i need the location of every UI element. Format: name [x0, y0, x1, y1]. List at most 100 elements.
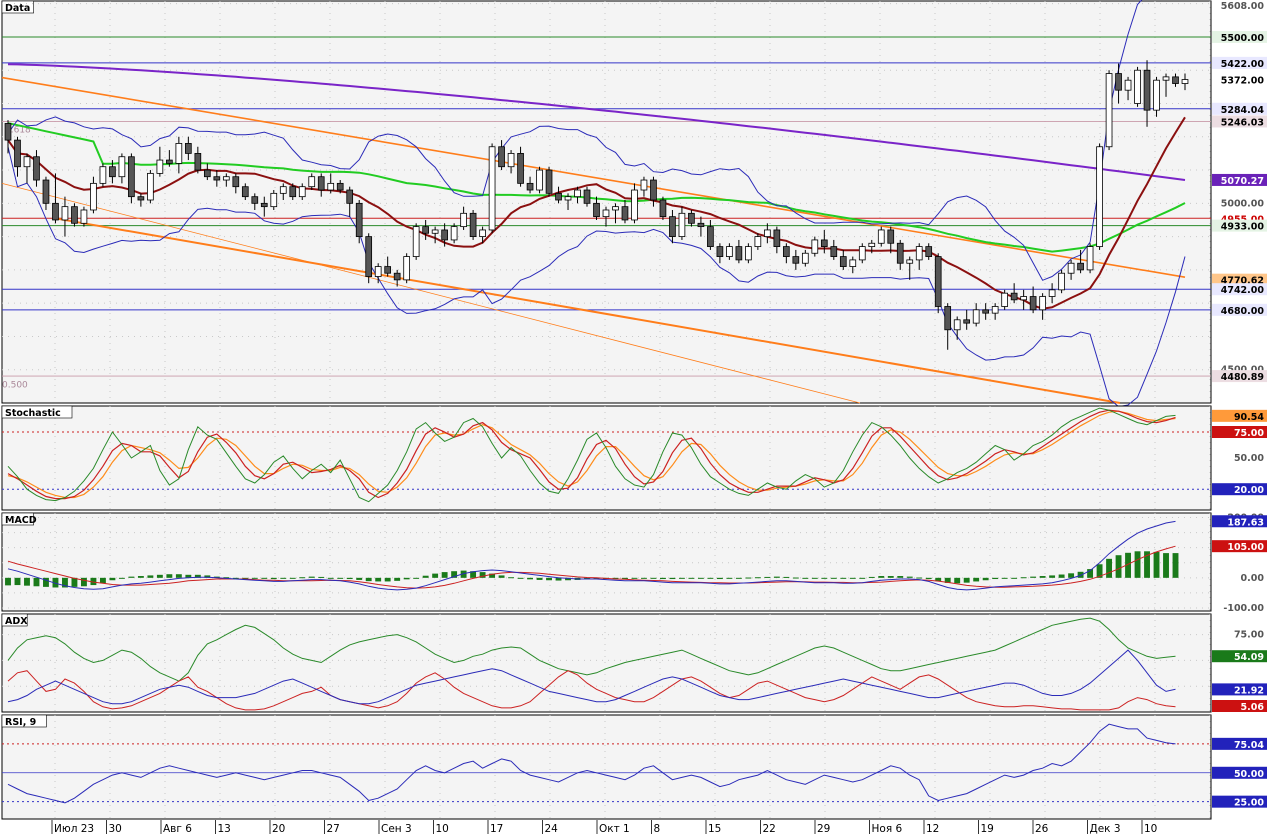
- trendline-lower: [54, 217, 1121, 404]
- candle: [479, 226, 486, 244]
- stoch-k-line: [7, 407, 1176, 503]
- candle: [1153, 76, 1160, 117]
- candle-body: [4, 123, 12, 141]
- candle-body: [90, 182, 97, 211]
- macd-hist-bar: [546, 577, 552, 581]
- macd-hist-bar: [232, 577, 239, 579]
- x-axis-tick-label: 17: [490, 823, 503, 834]
- candle-body: [460, 212, 467, 228]
- candle-body: [479, 229, 486, 238]
- candle-body: [23, 156, 31, 168]
- candle: [166, 150, 173, 167]
- adx-line: [7, 649, 1176, 705]
- macd-hist-bar: [185, 574, 192, 578]
- candle-body: [384, 266, 392, 274]
- candle: [422, 219, 429, 240]
- macd-axis-tick: -100.00: [1223, 603, 1264, 614]
- macd-hist-bar: [527, 577, 533, 580]
- macd-hist-bar: [935, 577, 942, 582]
- macd-hist-bar: [1163, 553, 1169, 578]
- adx-level-tag-bg: [1212, 683, 1267, 696]
- rsi-level-tag: 50.00: [1234, 769, 1264, 780]
- candle: [858, 243, 866, 264]
- candle: [839, 249, 847, 270]
- macd-hist-bar: [916, 577, 923, 579]
- macd-hist-bar: [783, 576, 790, 578]
- macd-hist-bar: [1115, 555, 1122, 578]
- macd-hist-bar: [166, 574, 173, 578]
- candle-body: [1181, 79, 1189, 84]
- candle: [517, 146, 524, 187]
- macd-hist-bar: [1153, 551, 1160, 578]
- candle: [33, 150, 40, 187]
- macd-hist-bar: [536, 577, 543, 580]
- candle: [1010, 283, 1018, 304]
- candle-body: [346, 189, 354, 204]
- candle: [71, 203, 78, 227]
- macd-hist-bar: [1011, 577, 1018, 579]
- macd-level-tag-bg: [1212, 515, 1267, 528]
- candle-body: [355, 202, 363, 238]
- candle-body: [109, 166, 116, 178]
- candle: [327, 173, 335, 194]
- candle-body: [441, 229, 448, 241]
- candle-body: [545, 169, 553, 194]
- price-level-tag: 4742.00: [1221, 285, 1265, 296]
- candle: [735, 239, 743, 264]
- candle: [185, 136, 192, 161]
- candle: [820, 229, 828, 254]
- macd-hist-bar: [925, 577, 932, 580]
- candle-body: [327, 182, 335, 191]
- candle: [441, 223, 448, 247]
- price-level-tag-bg: [1212, 30, 1267, 43]
- candle: [792, 249, 800, 270]
- candle: [972, 303, 980, 327]
- candle-body: [906, 259, 914, 264]
- macd-hist-bar: [90, 577, 97, 586]
- x-axis-tick-label: Дек 3: [1090, 823, 1121, 834]
- candle-body: [33, 156, 40, 181]
- candle: [194, 146, 202, 174]
- macd-hist-bar: [973, 577, 980, 582]
- macd-hist-bar: [14, 577, 21, 586]
- macd-hist-bar: [1001, 577, 1008, 579]
- x-axis-tick-label: 15: [708, 823, 721, 834]
- candle-body: [555, 192, 562, 201]
- candle: [574, 186, 581, 204]
- macd-hist-bar: [650, 577, 657, 579]
- candle: [4, 120, 12, 154]
- candle-body: [166, 159, 173, 164]
- macd-hist-bar: [337, 577, 344, 579]
- candle: [270, 190, 278, 210]
- candle: [469, 209, 477, 240]
- macd-hist-bar: [24, 577, 30, 586]
- macd-hist-bar: [384, 577, 391, 582]
- macd-hist-bar: [451, 571, 458, 578]
- candle: [631, 183, 638, 224]
- macd-hist-bar: [147, 575, 154, 578]
- candle-body: [773, 229, 781, 247]
- macd-hist-bar: [735, 577, 742, 579]
- candle: [279, 183, 287, 201]
- candle: [745, 243, 752, 264]
- candle-body: [849, 259, 857, 267]
- macd-hist-bar: [280, 577, 287, 579]
- candle-body: [526, 182, 534, 191]
- candle: [754, 233, 762, 250]
- macd-level-tag: 105.00: [1227, 542, 1264, 553]
- candle-body: [868, 242, 876, 247]
- panel-0-title-bg: [1, 0, 34, 14]
- stoch-level-tag: 20.00: [1234, 485, 1264, 496]
- candle: [1172, 73, 1179, 87]
- panel-4-title-bg: [1, 714, 47, 728]
- price-level-tag-bg: [1212, 219, 1267, 232]
- macd-hist-bar: [261, 577, 268, 579]
- rsi-level-tag-bg: [1212, 766, 1267, 779]
- macd-hist-bar: [251, 577, 258, 579]
- panel-1-title: Stochastic: [5, 408, 61, 419]
- candle: [555, 186, 562, 204]
- candle-body: [393, 272, 401, 281]
- candle-body: [213, 176, 221, 181]
- macd-hist-bar: [878, 576, 885, 578]
